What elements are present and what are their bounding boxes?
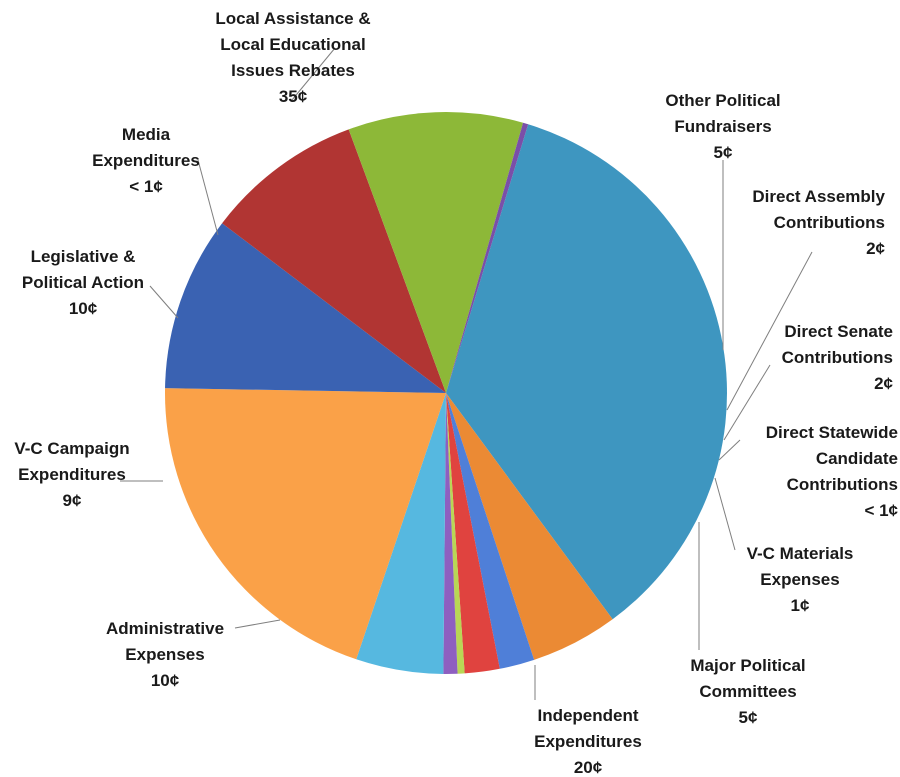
slice-label-v-c-materials-expenses: V-C Materials Expenses 1¢ (747, 544, 854, 615)
slice-label-v-c-campaign-expenditures: V-C Campaign Expenditures 9¢ (14, 439, 129, 510)
leader-line-direct-assembly-contributions (726, 251, 813, 411)
slice-label-major-political-committees: Major Political Committees 5¢ (690, 656, 805, 727)
pie-slice-major-political-committees (356, 393, 446, 674)
leader-line-administrative-expenses (234, 619, 281, 629)
pie-slice-legislative-political-action (348, 112, 524, 393)
leader-line-legislative-political-action (149, 285, 179, 319)
pie-slice-media-expenditures (446, 122, 529, 394)
leader-line-media-expenditures (197, 159, 219, 236)
pie-slice-independent-expenditures (164, 388, 446, 660)
pie-slice-direct-assembly-contributions (446, 393, 535, 669)
leader-line-v-c-materials-expenses (714, 477, 736, 551)
slice-label-local-assistance-local-educational-issues-rebates: Local Assistance & Local Educational Issue… (215, 9, 370, 106)
pie-slice-v-c-materials-expenses (443, 393, 458, 675)
slice-label-administrative-expenses: Administrative Expenses 10¢ (106, 619, 224, 690)
pie-slice-direct-statewide-candidate-contributions (446, 393, 465, 674)
slice-label-media-expenditures: Media Expenditures < 1¢ (92, 125, 200, 196)
leader-line-local-assistance-local-educational-issues-rebates (291, 47, 336, 101)
slice-label-direct-statewide-candidate-contributions: Direct Statewide Candidate Contributions < … (766, 423, 899, 520)
pie-slice-v-c-campaign-expenditures (222, 129, 446, 393)
slice-label-direct-senate-contributions: Direct Senate Contributions 2¢ (782, 322, 894, 393)
slice-label-direct-assembly-contributions: Direct Assembly Contributions 2¢ (752, 187, 885, 258)
leader-line-direct-statewide-candidate-contributions (718, 439, 741, 461)
pie-slice-local-assistance-local-educational-issues-rebates (446, 124, 727, 620)
leader-line-direct-senate-contributions (723, 364, 771, 441)
pie-slice-other-political-fundraisers (446, 393, 613, 660)
slice-label-independent-expenditures: Independent Expenditures 20¢ (534, 706, 642, 777)
pie-slice-administrative-expenses (165, 223, 447, 393)
pie-slice-direct-senate-contributions (446, 393, 500, 674)
slice-label-legislative-political-action: Legislative & Political Action 10¢ (22, 247, 144, 318)
slice-label-other-political-fundraisers: Other Political Fundraisers 5¢ (665, 91, 780, 162)
